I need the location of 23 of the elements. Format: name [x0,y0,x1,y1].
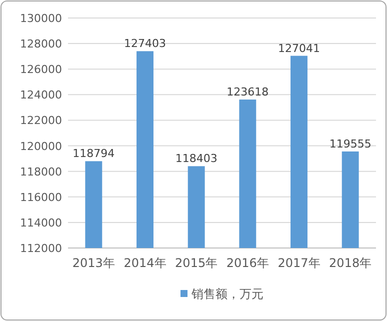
y-tick-label: 112000 [20,242,62,255]
data-label: 119555 [329,137,372,150]
y-tick-label: 126000 [20,63,62,76]
data-label: 127041 [278,42,320,55]
data-label: 127403 [124,37,166,50]
x-tick-label: 2017年 [278,256,320,270]
x-tick-label: 2015年 [175,256,218,270]
y-tick-label: 120000 [20,140,62,153]
y-tick-label: 122000 [20,114,62,128]
legend-label: 销售额，万元 [190,287,264,301]
y-tick-label: 124000 [20,88,62,102]
x-tick-label: 2018年 [329,256,372,270]
y-tick-label: 130000 [20,12,62,25]
y-tick-label: 118000 [20,165,62,178]
data-label: 123618 [226,86,269,99]
y-tick-label: 128000 [20,38,62,51]
x-tick-label: 2014年 [124,256,166,270]
x-tick-label: 2016年 [226,256,269,270]
x-tick-label: 2013年 [72,256,115,270]
y-tick-label: 116000 [20,190,62,204]
y-tick-label: 114000 [20,216,62,230]
data-label: 118794 [72,147,115,160]
data-label: 118403 [175,152,218,166]
